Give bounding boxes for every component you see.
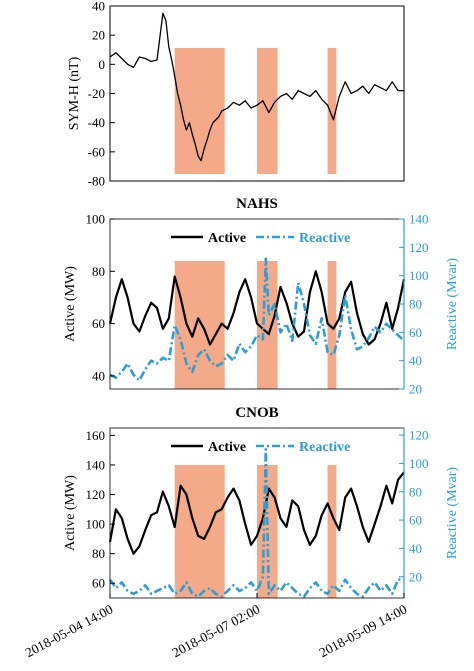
y-axis-label: Active (MW)	[63, 475, 78, 551]
y-tick-label: -40	[88, 115, 105, 130]
series-group	[108, 448, 405, 598]
series-active-line	[108, 270, 406, 346]
y-tick-label: 120	[86, 487, 106, 502]
y-axis-ticks: 100 80 60 40	[86, 212, 115, 383]
y-tick-label: 40	[92, 0, 105, 14]
y-right-tick-label: 120	[409, 428, 429, 443]
y-axis-right-ticks: 140 120 100 80 60 40 20	[399, 212, 429, 397]
x-tick-label: 2018-05-07 02:00	[170, 601, 263, 660]
y-right-tick-label: 100	[409, 268, 429, 283]
series-group	[109, 12, 404, 162]
series-group	[108, 257, 406, 382]
y-right-tick-label: 120	[409, 240, 429, 255]
y-tick-label: 20	[92, 28, 105, 43]
y-axis-right-label: Reactive (Mvar)	[445, 258, 460, 350]
storm-shading	[174, 261, 337, 389]
x-tick-label: 2018-05-09 14:00	[317, 601, 410, 660]
storm-shading	[174, 48, 337, 174]
y-right-tick-label: 80	[409, 484, 422, 499]
series-active-line	[108, 471, 405, 555]
y-tick-label: 40	[92, 368, 105, 383]
legend: Active Reactive	[171, 440, 350, 455]
storm-shading	[174, 465, 337, 598]
y-tick-label: -80	[88, 174, 105, 189]
y-right-tick-label: 60	[409, 513, 422, 528]
y-tick-label: 100	[86, 517, 106, 532]
y-axis-right-ticks: 120 100 80 60 40 20	[399, 428, 429, 598]
panel-symh: 40 20 0 -20 -40 -60 -80 SYM-H (nT)	[67, 0, 405, 189]
y-axis-label: SYM-H (nT)	[67, 56, 82, 130]
y-right-tick-label: 20	[409, 382, 422, 397]
legend-active-label: Active	[208, 231, 246, 246]
y-axis-label: Active (MW)	[63, 266, 78, 342]
y-tick-label: -60	[88, 144, 105, 159]
shaded-interval-3	[327, 465, 337, 598]
y-tick-label: 60	[92, 316, 105, 331]
panel-nahs: NAHS 100 80 60 40 140 120 100 80 60 40 20 Active …	[63, 196, 460, 397]
y-axis-ticks: 40 20 0 -20 -40 -60 -80	[88, 0, 115, 189]
y-tick-label: 80	[92, 546, 105, 561]
y-tick-label: 60	[92, 576, 105, 591]
y-right-tick-label: 40	[409, 541, 422, 556]
y-right-tick-label: 140	[409, 212, 429, 227]
y-axis-right-label: Reactive (Mvar)	[445, 467, 460, 559]
shaded-interval-1	[174, 48, 225, 174]
shaded-interval-1	[174, 465, 225, 598]
x-axis-ticks: 2018-05-04 14:00 2018-05-07 02:00 2018-05-…	[23, 593, 410, 660]
legend-active-label: Active	[208, 440, 246, 455]
shaded-interval-2	[257, 261, 278, 389]
y-right-tick-label: 20	[409, 569, 422, 584]
shaded-interval-1	[174, 261, 225, 389]
y-axis-ticks: 160 140 120 100 80 60	[86, 428, 115, 591]
legend: Active Reactive	[171, 231, 350, 246]
y-tick-label: 160	[86, 428, 106, 443]
y-right-tick-label: 100	[409, 456, 429, 471]
y-right-tick-label: 80	[409, 297, 422, 312]
y-tick-label: 0	[99, 57, 106, 72]
panel-cnob: CNOB 160 140 120 100 80 60 120 100 80 60 40 20 Act…	[23, 405, 460, 660]
shaded-interval-2	[257, 465, 278, 598]
y-tick-label: -20	[88, 86, 105, 101]
series-reactive-line	[108, 448, 404, 598]
panel-title: CNOB	[235, 405, 278, 421]
y-right-tick-label: 40	[409, 353, 422, 368]
shaded-interval-2	[257, 48, 278, 174]
x-tick-label: 2018-05-04 14:00	[23, 601, 116, 660]
y-tick-label: 80	[92, 264, 105, 279]
shaded-interval-3	[327, 48, 337, 174]
panel-title: NAHS	[236, 196, 278, 212]
series-reactive-line	[109, 257, 405, 382]
y-right-tick-label: 60	[409, 325, 422, 340]
y-tick-label: 140	[86, 457, 106, 472]
series-symh-line	[109, 12, 404, 162]
legend-reactive-label: Reactive	[299, 231, 350, 246]
legend-reactive-label: Reactive	[299, 440, 350, 455]
shaded-interval-3	[327, 261, 337, 389]
y-tick-label: 100	[86, 212, 106, 227]
